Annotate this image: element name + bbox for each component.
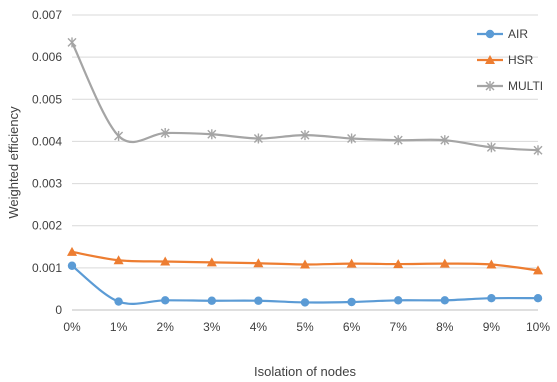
data-point-multi bbox=[67, 37, 77, 48]
data-point-hsr bbox=[439, 258, 450, 268]
x-tick-label: 7% bbox=[390, 320, 408, 334]
legend-label-multi: MULTI bbox=[508, 79, 543, 93]
data-point-air bbox=[440, 296, 449, 305]
data-point-multi bbox=[253, 133, 263, 144]
x-tick-label: 5% bbox=[296, 320, 314, 334]
y-tick-label: 0.006 bbox=[32, 50, 62, 64]
data-point-air bbox=[347, 297, 356, 307]
y-tick-label: 0.007 bbox=[32, 8, 62, 22]
legend-item-hsr: HSR bbox=[477, 53, 534, 67]
data-point-air bbox=[114, 297, 123, 306]
y-axis-title: Weighted efficiency bbox=[6, 106, 21, 219]
data-point-hsr bbox=[393, 259, 404, 269]
series-air bbox=[67, 261, 543, 307]
data-point-multi bbox=[486, 142, 496, 153]
data-point-air bbox=[394, 296, 403, 305]
y-tick-label: 0.003 bbox=[32, 177, 62, 191]
gridlines bbox=[72, 14, 538, 311]
data-point-air bbox=[533, 294, 543, 303]
x-tick-label: 9% bbox=[483, 320, 501, 334]
y-tick-label: 0.002 bbox=[32, 219, 62, 233]
x-axis-tick-labels: 0% 1% 2% 3% 4% 5% 6% 7% 8% 9% 10% bbox=[63, 320, 550, 334]
data-point-hsr bbox=[533, 265, 543, 275]
y-tick-label: 0.005 bbox=[32, 92, 62, 106]
legend-marker-multi bbox=[485, 81, 495, 91]
legend-label-air: AIR bbox=[508, 27, 528, 41]
x-tick-label: 4% bbox=[250, 320, 268, 334]
x-tick-label: 10% bbox=[526, 320, 550, 334]
data-point-hsr bbox=[346, 258, 357, 268]
data-point-multi bbox=[440, 135, 450, 146]
data-point-multi bbox=[300, 130, 310, 141]
x-tick-label: 8% bbox=[436, 320, 454, 334]
data-point-air bbox=[207, 296, 216, 305]
x-axis-title: Isolation of nodes bbox=[254, 364, 356, 379]
series-group bbox=[67, 37, 543, 307]
series-hsr bbox=[67, 246, 543, 275]
x-tick-label: 0% bbox=[63, 320, 81, 334]
legend-marker-hsr bbox=[485, 55, 495, 64]
data-point-air bbox=[487, 294, 496, 303]
y-axis-tick-labels: 0 0.001 0.002 0.003 0.004 0.005 0.006 0.007 bbox=[32, 8, 62, 317]
data-point-air bbox=[161, 296, 170, 305]
data-point-multi bbox=[393, 135, 403, 146]
data-point-hsr bbox=[160, 256, 171, 266]
legend: AIR HSR MULTI bbox=[477, 27, 543, 93]
data-point-air bbox=[67, 261, 77, 270]
x-tick-label: 6% bbox=[343, 320, 361, 334]
legend-item-air: AIR bbox=[477, 27, 528, 41]
x-tick-label: 3% bbox=[203, 320, 221, 334]
series-line-air bbox=[71, 264, 539, 305]
y-tick-label: 0.001 bbox=[32, 261, 62, 275]
data-point-air bbox=[300, 298, 310, 307]
data-point-multi bbox=[347, 133, 357, 144]
data-point-hsr bbox=[253, 258, 264, 268]
data-point-air bbox=[254, 296, 263, 305]
data-point-hsr bbox=[113, 255, 124, 265]
data-point-hsr bbox=[300, 259, 310, 269]
data-point-multi bbox=[114, 130, 124, 141]
y-tick-label: 0.004 bbox=[32, 134, 62, 148]
data-point-multi bbox=[160, 128, 170, 138]
legend-marker-air bbox=[485, 29, 495, 39]
y-tick-label: 0 bbox=[55, 303, 62, 317]
series-multi bbox=[67, 37, 543, 156]
data-point-hsr bbox=[206, 257, 217, 267]
data-point-multi bbox=[207, 129, 217, 140]
series-line-multi bbox=[71, 41, 539, 152]
data-point-hsr bbox=[486, 259, 497, 269]
x-tick-label: 2% bbox=[157, 320, 175, 334]
legend-item-multi: MULTI bbox=[477, 79, 543, 93]
data-point-multi bbox=[533, 145, 543, 156]
x-tick-label: 1% bbox=[110, 320, 128, 334]
legend-label-hsr: HSR bbox=[508, 53, 534, 67]
data-point-hsr bbox=[67, 246, 77, 256]
